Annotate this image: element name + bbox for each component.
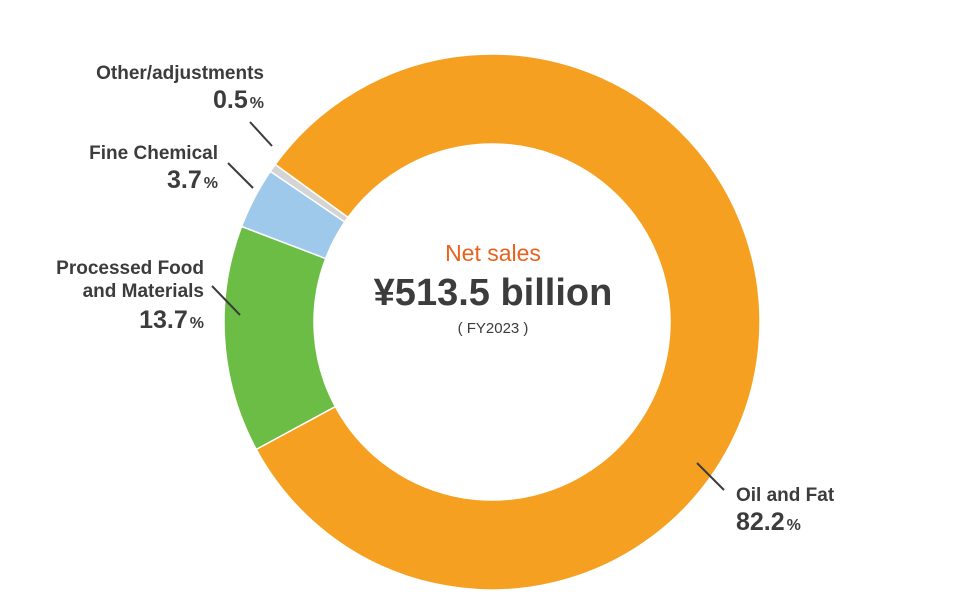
slice-oil-and-fat: [255, 53, 761, 591]
leader-processed-food: [211, 285, 241, 316]
label-oil-and-fat: Oil and Fat 82.2%: [736, 484, 936, 541]
label-fine-chemical: Fine Chemical 3.7%: [20, 142, 218, 199]
slice-value: 3.7%: [167, 166, 218, 194]
slice-label: Fine Chemical: [89, 143, 218, 164]
slice-value: 0.5%: [213, 86, 264, 114]
donut-slices: [223, 53, 761, 591]
leader-lines: [211, 121, 725, 491]
center-title: Net sales: [445, 240, 541, 266]
slice-label: Other/adjustments: [96, 63, 264, 84]
leader-other-adjustments: [249, 121, 273, 147]
label-other-adjustments: Other/adjustments 0.5%: [40, 62, 264, 119]
slice-label-line-2: and Materials: [82, 281, 204, 302]
slice-processed-food: [223, 225, 337, 451]
label-processed-food: Processed Food and Materials 13.7%: [10, 257, 204, 339]
leader-fine-chemical: [227, 162, 254, 189]
center-total: ¥513.5 billion: [373, 272, 613, 314]
slice-other-adjustments: [269, 163, 350, 223]
slice-label-line-1: Processed Food: [56, 258, 204, 279]
center-period: ( FY2023 ): [457, 320, 529, 337]
slice-value: 82.2%: [736, 508, 801, 536]
slice-value: 13.7%: [139, 306, 204, 334]
leader-oil-and-fat: [696, 462, 725, 491]
center-summary: Net sales ¥513.5 billion ( FY2023 ): [320, 238, 666, 340]
slice-label: Oil and Fat: [736, 485, 835, 506]
